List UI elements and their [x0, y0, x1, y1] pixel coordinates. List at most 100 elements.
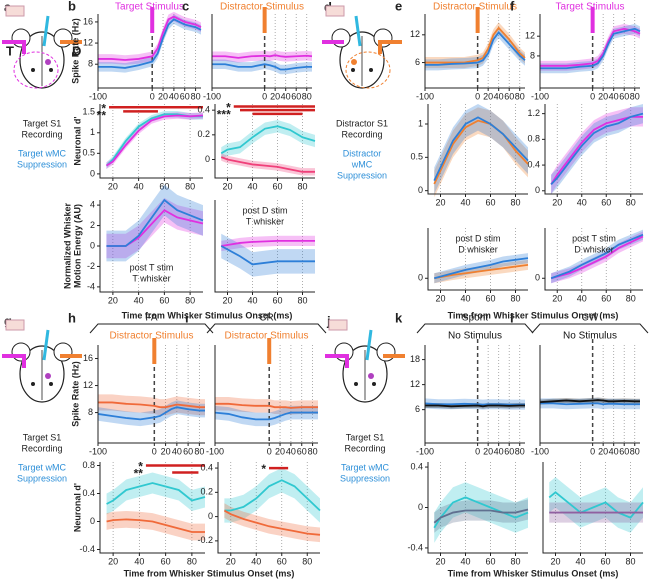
error-band — [221, 120, 315, 160]
error-band — [106, 511, 205, 541]
y-tick-label: 0 — [418, 502, 423, 512]
error-band — [434, 104, 528, 194]
x-tick-label: 40 — [460, 197, 470, 207]
x-tick-label: 0 — [590, 91, 595, 101]
series-line — [98, 15, 202, 61]
axes — [99, 462, 205, 554]
axes — [544, 228, 643, 291]
panel-letter: b — [68, 0, 76, 13]
recording-label: Target S1 — [23, 118, 62, 128]
x-tick-label: 60 — [504, 446, 514, 456]
window — [5, 319, 25, 331]
title-bracket — [416, 323, 534, 334]
series-line — [550, 233, 644, 280]
panel-letter: j — [326, 313, 331, 328]
mouse-ear — [373, 28, 393, 48]
significance-stars: * — [138, 460, 143, 474]
x-tick-label: 80 — [297, 295, 307, 305]
error-band — [98, 14, 201, 73]
axes — [542, 462, 643, 554]
y-tick-label: 0.2 — [197, 129, 210, 139]
y-tick-label: 8 — [530, 50, 535, 60]
y-axis-label: Motion Energy (AU) — [72, 204, 82, 288]
series-line — [98, 401, 205, 409]
series-line — [540, 402, 640, 406]
series-line — [540, 27, 641, 67]
stimulus-marker: T — [6, 43, 14, 58]
error-band — [551, 107, 643, 194]
mouse-eye — [31, 68, 35, 72]
series-line — [433, 116, 529, 182]
x-tick-label: 80 — [630, 91, 640, 101]
series-line — [433, 119, 529, 185]
x-tick-label: 80 — [510, 556, 520, 566]
y-tick-label: 0.4 — [82, 488, 95, 498]
significance-stars: * — [101, 101, 106, 115]
series-line — [540, 27, 641, 70]
title-bracket — [89, 323, 214, 334]
window — [5, 5, 25, 17]
stimulus-bar — [150, 7, 155, 33]
x-tick-label: 60 — [619, 446, 629, 456]
series-line — [434, 257, 529, 280]
y-tick-label: 12 — [83, 380, 93, 390]
y-tick-label: 12 — [525, 31, 535, 41]
x-tick-label: 60 — [180, 91, 190, 101]
stimulus-bar — [267, 338, 272, 364]
y-tick-label: 8 — [88, 407, 93, 417]
x-tick-label: 20 — [435, 556, 445, 566]
x-tick-label: 60 — [183, 446, 193, 456]
recording-label: Recording — [344, 443, 385, 453]
y-tick-label: 6 — [415, 404, 420, 414]
x-tick-label: 80 — [515, 446, 525, 456]
suppression-label: wMC — [351, 159, 373, 169]
y-tick-label: -2 — [87, 261, 95, 271]
error-band — [221, 233, 315, 277]
title-bracket — [531, 323, 649, 334]
x-tick-label: -100 — [416, 446, 434, 456]
error-band — [425, 26, 525, 71]
y-tick-label: 1 — [418, 118, 423, 128]
series-line — [434, 263, 529, 280]
panel-letter: e — [395, 0, 402, 13]
mouse-ear — [53, 28, 73, 48]
chart-title: Target Stimulus — [556, 2, 625, 13]
x-tick-label: 40 — [494, 446, 504, 456]
x-tick-label: 60 — [272, 295, 282, 305]
panel-letter: i — [185, 310, 189, 325]
panel-letter: k — [395, 310, 403, 325]
mouse-eye — [372, 382, 376, 386]
mouse-ear — [11, 342, 31, 362]
series-line — [433, 508, 529, 524]
y-axis-label: Neuronal d' — [72, 116, 82, 165]
annotation: T whisker — [246, 216, 284, 226]
stimulus-bar — [152, 338, 157, 364]
y-tick-label: -4 — [87, 281, 95, 291]
y-tick-label: 4 — [90, 199, 95, 209]
x-tick-label: 80 — [302, 91, 312, 101]
target-stimulator — [2, 40, 26, 54]
error-band — [221, 235, 315, 252]
y-axis-label: Normalized Whisker — [62, 202, 72, 289]
mouse-eye — [351, 68, 355, 72]
x-tick-label: 60 — [619, 91, 629, 101]
significance-stars: * — [261, 462, 266, 476]
x-tick-label: 20 — [222, 181, 232, 191]
suppression-label: Suppression — [17, 159, 67, 169]
y-tick-label: 0 — [418, 185, 423, 195]
x-tick-label: 40 — [134, 556, 144, 566]
series-line — [425, 31, 526, 66]
x-tick-label: 60 — [601, 197, 611, 207]
chart-title: Distractor Stimulus — [433, 2, 517, 13]
y-tick-label: 1 — [90, 127, 95, 137]
x-tick-label: 80 — [187, 556, 197, 566]
suppression-fiber — [42, 329, 50, 361]
series-line — [539, 399, 640, 404]
y-tick-label: 0 — [535, 185, 540, 195]
y-tick-label: 0 — [418, 273, 423, 283]
series-line — [433, 496, 529, 529]
y-tick-label: 16 — [83, 16, 93, 26]
x-tick-label: 60 — [291, 91, 301, 101]
annotation: post T stim — [130, 262, 174, 272]
x-tick-label: 80 — [302, 556, 312, 566]
